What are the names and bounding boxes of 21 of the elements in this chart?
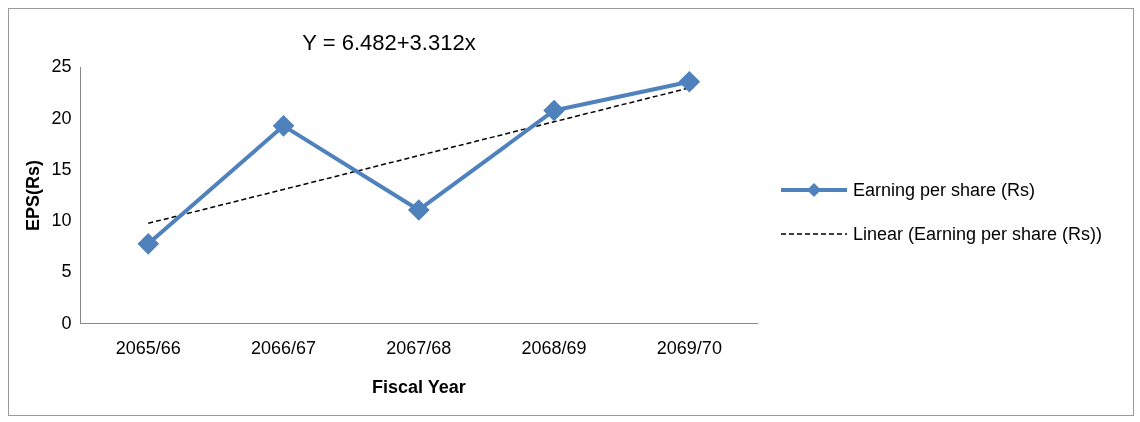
x-tick-label: 2069/70 [656, 337, 722, 358]
point [273, 115, 294, 136]
point [544, 100, 565, 121]
legend-label: Earning per share (Rs) [853, 179, 1036, 202]
point [138, 233, 159, 254]
legend-label: Linear (Earning per share (Rs)) [853, 223, 1103, 246]
x-tick-label: 2065/66 [115, 337, 181, 358]
chart-title: Y = 6.482+3.312x [302, 30, 476, 56]
y-tick-label: 25 [51, 56, 72, 77]
y-tick-label: 5 [61, 261, 72, 282]
y-tick-label: 10 [51, 210, 72, 231]
point [408, 199, 429, 220]
y-tick-label: 0 [61, 312, 72, 333]
point [679, 71, 700, 92]
y-tick-label: 15 [51, 158, 72, 179]
x-axis-title: Fiscal Year [371, 377, 466, 398]
y-tick-label: 20 [51, 107, 72, 128]
x-tick-label: 2068/69 [521, 337, 587, 358]
x-tick-label: 2066/67 [251, 337, 317, 358]
y-axis-title: EPS(Rs) [22, 160, 43, 232]
x-tick-label: 2067/68 [386, 337, 452, 358]
